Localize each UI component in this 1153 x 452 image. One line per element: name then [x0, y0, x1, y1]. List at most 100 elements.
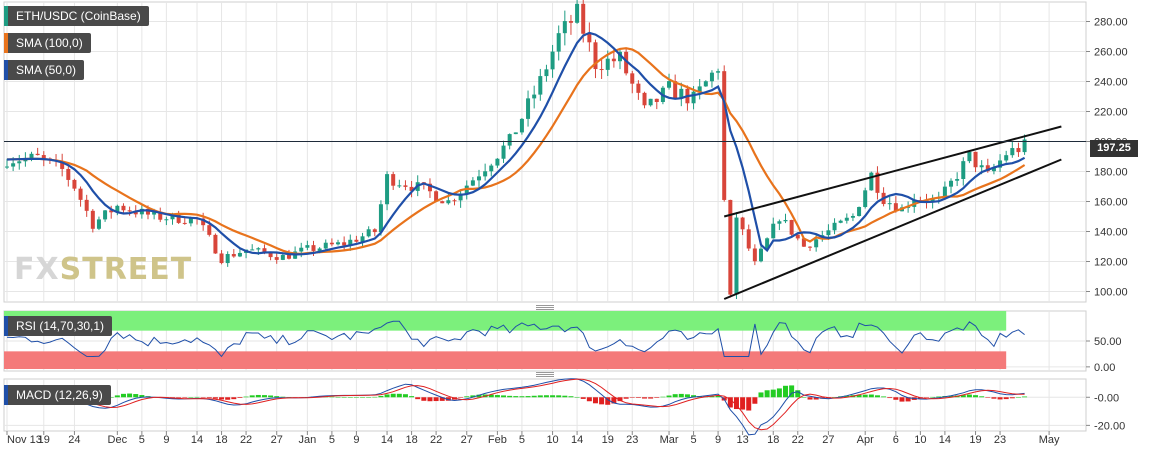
macd-histogram-bar [519, 396, 525, 398]
macd-histogram-bar [445, 397, 451, 401]
candle-body [311, 245, 316, 251]
macd-histogram-bar [684, 394, 690, 398]
macd-histogram-bar [586, 397, 592, 402]
legend-swatch [4, 60, 8, 80]
macd-histogram-bar [390, 393, 396, 398]
macd-histogram-bar [899, 397, 905, 402]
legend-swatch [4, 6, 8, 26]
macd-histogram-bar [114, 395, 120, 398]
legend-swatch [4, 385, 8, 405]
macd-histogram-bar [666, 395, 672, 398]
candle-body [722, 71, 727, 200]
legend-label: MACD (12,26,9) [16, 388, 103, 402]
candle-body [636, 83, 641, 93]
x-tick-label: 5 [139, 434, 145, 446]
candle-body [446, 200, 451, 204]
macd-histogram-bar [360, 397, 366, 398]
macd-histogram-bar [844, 395, 850, 398]
x-tick-label: 14 [571, 434, 583, 446]
candle-body [667, 81, 672, 88]
x-tick-label: 22 [240, 434, 252, 446]
macd-histogram-bar [1022, 396, 1028, 398]
macd-histogram-bar [384, 394, 390, 398]
x-tick-label: Jan [298, 434, 316, 446]
macd-histogram-bar [243, 396, 249, 398]
rsi-oversold-zone [4, 351, 1007, 369]
macd-histogram-bar [188, 397, 194, 398]
legend-sma50[interactable]: SMA (50,0) [4, 60, 85, 80]
candle-body [378, 204, 383, 233]
macd-histogram-bar [770, 389, 776, 398]
candle-body [599, 69, 604, 71]
legend-rsi[interactable]: RSI (14,70,30,1) [4, 316, 113, 336]
candle-body [887, 203, 892, 205]
macd-histogram-bar [642, 397, 648, 399]
candle-body [697, 86, 702, 92]
candle-body [5, 166, 9, 168]
macd-histogram-bar [200, 397, 206, 398]
candle-body [250, 249, 255, 251]
candle-body [176, 213, 181, 223]
candle-body [329, 242, 334, 245]
candle-body [532, 94, 537, 99]
macd-histogram-bar [727, 397, 733, 408]
candle-body [728, 199, 733, 295]
macd-histogram-bar [801, 397, 807, 398]
legend-sma100[interactable]: SMA (100,0) [4, 33, 91, 53]
macd-histogram-bar [439, 397, 445, 401]
x-tick-label: 10 [546, 434, 558, 446]
macd-histogram-bar [997, 397, 1003, 400]
candle-body [256, 248, 261, 250]
macd-histogram-bar [985, 397, 991, 398]
candle-body [955, 178, 960, 181]
macd-histogram-bar [182, 397, 188, 398]
legend-symbol[interactable]: ETH/USDC (CoinBase) [4, 6, 149, 26]
macd-histogram-bar [740, 397, 746, 410]
x-tick-label: Apr [857, 434, 874, 446]
candle-body [673, 81, 678, 99]
candle-body [152, 211, 157, 215]
legend-macd[interactable]: MACD (12,26,9) [4, 385, 111, 405]
candle-body [709, 72, 714, 82]
macd-histogram-bar [746, 397, 752, 411]
x-tick-label: 9 [163, 434, 169, 446]
macd-histogram-bar [329, 396, 335, 398]
candle-body [115, 205, 120, 213]
macd-histogram-bar [194, 396, 200, 398]
candle-body [703, 81, 708, 87]
macd-histogram-bar [550, 395, 556, 398]
macd-histogram-bar [562, 395, 568, 398]
candle-body [11, 163, 16, 167]
x-tick-label: 5 [329, 434, 335, 446]
panel-resize-handle[interactable] [536, 305, 554, 306]
macd-histogram-bar [108, 397, 114, 398]
macd-histogram-bar [372, 396, 378, 398]
candle-body [581, 3, 586, 34]
x-tick-label: 5 [519, 434, 525, 446]
candle-body [495, 158, 500, 166]
macd-histogram-bar [525, 396, 531, 398]
panel-resize-handle[interactable] [536, 372, 554, 373]
candle-body [201, 218, 206, 226]
candle-body [789, 219, 794, 235]
legend-swatch [4, 33, 8, 53]
x-tick-label: 19 [969, 434, 981, 446]
macd-histogram-bar [648, 397, 654, 399]
macd-histogram-bar [629, 397, 635, 398]
candle-body [440, 201, 445, 204]
candle-body [158, 211, 163, 220]
macd-histogram-bar [973, 395, 979, 398]
macd-histogram-bar [862, 394, 868, 398]
x-tick-label: 18 [405, 434, 417, 446]
macd-histogram-bar [924, 397, 929, 398]
candle-body [519, 118, 524, 133]
candle-body [231, 254, 236, 257]
candle-body [967, 151, 972, 162]
macd-histogram-bar [856, 394, 862, 398]
candle-body [746, 229, 751, 249]
candle-body [225, 254, 230, 264]
macd-histogram-bar [415, 397, 421, 400]
candle-body [84, 199, 89, 211]
y-tick-label: -0.00 [1094, 392, 1119, 404]
